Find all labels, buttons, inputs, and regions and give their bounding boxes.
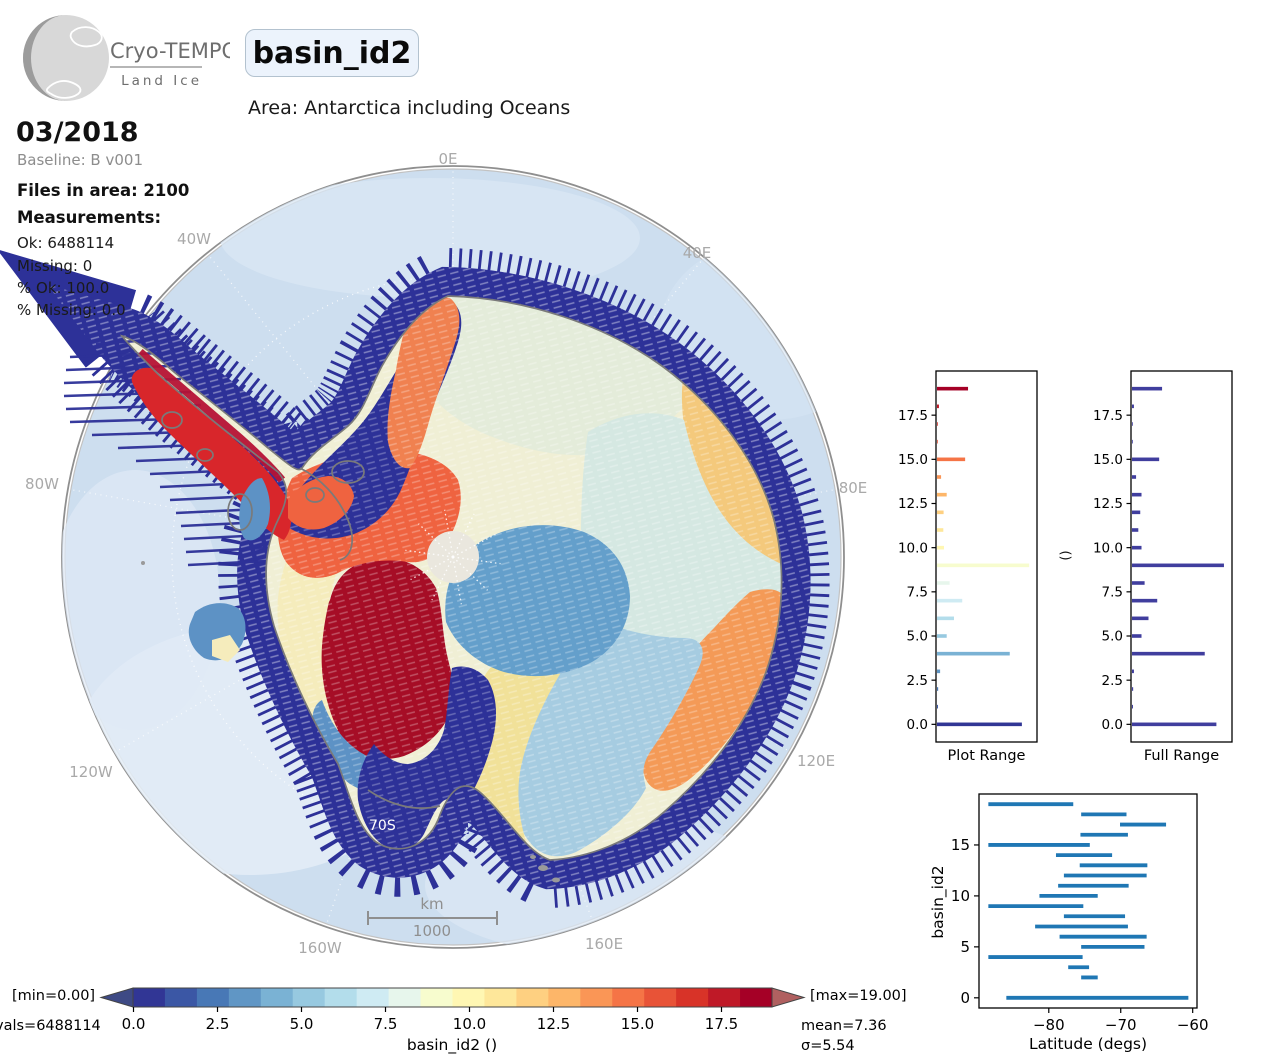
svg-text:10.0: 10.0	[1093, 540, 1123, 556]
svg-text:12.5: 12.5	[1093, 496, 1123, 512]
meridian-label-0e: 0E	[438, 150, 457, 168]
colorbar-min-label: [min=0.00]	[12, 988, 96, 1004]
scale-bar	[367, 911, 498, 925]
svg-text:2.5: 2.5	[907, 673, 928, 689]
svg-text:15.0: 15.0	[1093, 452, 1123, 468]
latitude-chart-xlabel: Latitude (degs)	[1028, 1035, 1148, 1053]
svg-text:2.5: 2.5	[206, 1015, 230, 1033]
svg-text:−60: −60	[1177, 1016, 1209, 1034]
scale-value-label: 1000	[413, 922, 451, 940]
svg-text:15.0: 15.0	[621, 1015, 654, 1033]
meridian-label-160e: 160E	[585, 935, 623, 953]
svg-text:12.5: 12.5	[898, 496, 928, 512]
latitude-chart: −80 −70 −60 0 5 10 15	[951, 793, 1209, 1034]
latitude-chart-ylabel: basin_id2	[929, 865, 947, 939]
full-range-histogram: 0.0 2.5 5.0 7.5 10.0 12.5 15.0 17.5	[1093, 370, 1233, 743]
variable-title: basin_id2	[252, 35, 412, 71]
coastline	[119, 295, 783, 861]
svg-text:5.0: 5.0	[907, 629, 928, 645]
svg-text:10: 10	[951, 887, 970, 905]
svg-text:17.5: 17.5	[898, 408, 928, 424]
colorbar-axis-label: basin_id2 ()	[406, 1036, 498, 1054]
stat-pct-missing: % Missing: 0.0	[17, 301, 126, 319]
meridian-labels: 0E 40E 80E 120E 160E 160W 120W 80W 40W	[25, 150, 867, 957]
stat-ok: Ok: 6488114	[17, 234, 115, 252]
plot-range-title: Plot Range	[947, 748, 1026, 764]
period-label: 03/2018	[16, 117, 139, 148]
svg-text:17.5: 17.5	[705, 1015, 738, 1033]
logo-crescent	[23, 15, 66, 101]
islands	[141, 561, 560, 883]
files-in-area: Files in area: 2100	[17, 181, 190, 200]
logo-title: Cryo-TEMPO	[110, 39, 230, 63]
pole-spokes	[405, 509, 501, 605]
svg-text:12.5: 12.5	[537, 1015, 570, 1033]
logo-subtitle: Land Ice	[121, 73, 202, 89]
svg-text:7.5: 7.5	[1102, 584, 1123, 600]
colorbar-vals-label: vals=6488114	[0, 1018, 101, 1034]
meridian-label-80e: 80E	[839, 479, 868, 497]
svg-text:15.0: 15.0	[898, 452, 928, 468]
svg-text:−80: −80	[1033, 1016, 1065, 1034]
svg-text:5.0: 5.0	[290, 1015, 314, 1033]
svg-text:0.0: 0.0	[1102, 717, 1123, 733]
svg-text:2.5: 2.5	[1102, 673, 1123, 689]
stat-missing: Missing: 0	[17, 257, 93, 275]
svg-text:−70: −70	[1105, 1016, 1137, 1034]
svg-text:10.0: 10.0	[453, 1015, 486, 1033]
svg-text:0.0: 0.0	[122, 1015, 146, 1033]
colorbar-sigma-label: σ=5.54	[801, 1038, 855, 1054]
meridian-label-120e: 120E	[797, 752, 835, 770]
svg-text:0: 0	[960, 989, 970, 1007]
meridian-label-160w: 160W	[298, 939, 342, 957]
logo-antarctica-icon	[45, 80, 82, 99]
svg-text:7.5: 7.5	[907, 584, 928, 600]
colorbar: 0.0 2.5 5.0 7.5 10.0 12.5 15.0 17.5	[99, 987, 806, 1033]
svg-text:10.0: 10.0	[898, 540, 928, 556]
measurements-heading: Measurements:	[17, 208, 162, 227]
meridian-label-120w: 120W	[69, 763, 113, 781]
meridian-label-40e: 40E	[683, 244, 712, 262]
logo-greenland-icon	[69, 26, 103, 48]
meridian-label-80w: 80W	[25, 475, 59, 493]
area-subtitle: Area: Antarctica including Oceans	[248, 97, 571, 119]
svg-text:7.5: 7.5	[374, 1015, 398, 1033]
full-range-ylabel: ()	[1058, 550, 1074, 561]
meridian-label-40w: 40W	[177, 230, 211, 248]
variable-title-box: basin_id2	[245, 29, 419, 77]
full-range-title: Full Range	[1143, 748, 1220, 764]
svg-text:5.0: 5.0	[1102, 629, 1123, 645]
parallel-label-70s: 70S	[369, 818, 396, 834]
plot-range-histogram: 0.0 2.5 5.0 7.5 10.0 12.5 15.0 17.5	[898, 370, 1038, 743]
baseline-label: Baseline: B v001	[17, 151, 143, 169]
svg-text:15: 15	[951, 836, 970, 854]
svg-text:0.0: 0.0	[907, 717, 928, 733]
colorbar-max-label: [max=19.00]	[810, 988, 907, 1004]
svg-text:17.5: 17.5	[1093, 408, 1123, 424]
stat-pct-ok: % Ok: 100.0	[17, 279, 110, 297]
cryo-tempo-logo: Cryo-TEMPO Land Ice	[23, 15, 230, 101]
peninsula-basins	[131, 348, 354, 662]
scale-unit-label: km	[420, 895, 443, 913]
colorbar-mean-label: mean=7.36	[801, 1018, 887, 1034]
svg-text:5: 5	[960, 938, 970, 956]
